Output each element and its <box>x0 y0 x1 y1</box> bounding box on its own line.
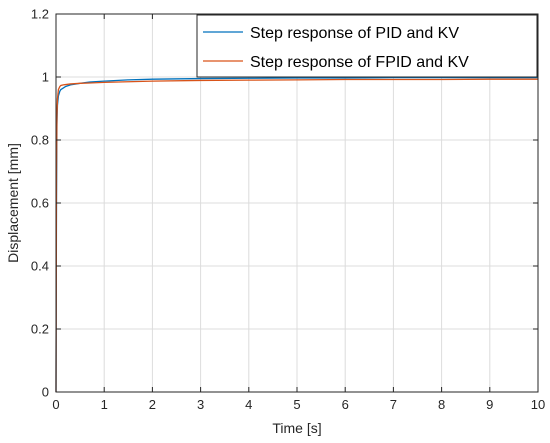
legend-label-fpid: Step response of FPID and KV <box>250 54 469 71</box>
x-tick-label: 10 <box>531 397 545 412</box>
x-tick-label: 8 <box>438 397 445 412</box>
y-tick-label: 1.2 <box>31 7 49 22</box>
series-layer <box>55 76 538 393</box>
y-tick-label: 0.6 <box>31 196 49 211</box>
x-tick-label: 3 <box>197 397 204 412</box>
legend-box <box>196 14 538 78</box>
legend: Step response of PID and KV Step respons… <box>196 14 538 78</box>
series-line-fpid <box>55 78 538 393</box>
y-tick-label: 0.2 <box>31 322 49 337</box>
x-tick-label: 0 <box>52 397 59 412</box>
legend-label-pid: Step response of PID and KV <box>250 25 459 42</box>
x-tick-label: 7 <box>390 397 397 412</box>
x-tick-label: 4 <box>245 397 252 412</box>
y-tick-label: 0.8 <box>31 133 49 148</box>
x-tick-label: 9 <box>486 397 493 412</box>
x-tick-label: 2 <box>149 397 156 412</box>
x-tick-label: 6 <box>342 397 349 412</box>
x-tick-label: 5 <box>293 397 300 412</box>
x-tick-label: 1 <box>101 397 108 412</box>
x-axis-label: Time [s] <box>272 420 321 436</box>
y-tick-label: 1 <box>42 70 49 85</box>
y-axis-label: Displacement [mm] <box>5 143 21 263</box>
y-tick-label: 0.4 <box>31 259 49 274</box>
y-tick-label: 0 <box>42 385 49 400</box>
x-tick-labels: 0 1 2 3 4 5 6 7 8 9 10 <box>52 397 545 412</box>
y-tick-labels: 0 0.2 0.4 0.6 0.8 1 1.2 <box>31 7 49 400</box>
